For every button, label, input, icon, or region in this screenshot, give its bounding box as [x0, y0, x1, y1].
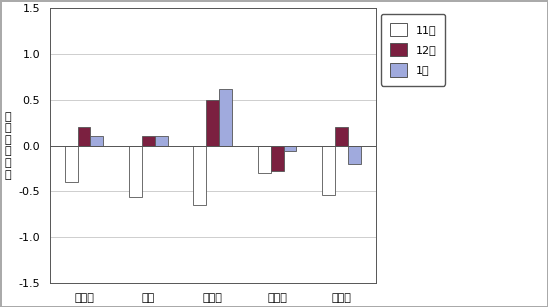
Bar: [78, 127, 90, 146]
Bar: [322, 146, 335, 195]
Bar: [142, 137, 155, 146]
Bar: [348, 146, 361, 164]
Bar: [129, 146, 142, 197]
Bar: [65, 146, 78, 182]
Legend: 11月, 12月, 1月: 11月, 12月, 1月: [381, 14, 445, 86]
Y-axis label: 対
前
月
上
昇
率: 対 前 月 上 昇 率: [4, 112, 11, 180]
Bar: [206, 100, 219, 146]
Bar: [219, 89, 232, 146]
Bar: [90, 137, 104, 146]
Bar: [193, 146, 206, 205]
Bar: [155, 137, 168, 146]
Bar: [258, 146, 271, 173]
Bar: [335, 127, 348, 146]
Bar: [271, 146, 283, 171]
Bar: [283, 146, 296, 151]
